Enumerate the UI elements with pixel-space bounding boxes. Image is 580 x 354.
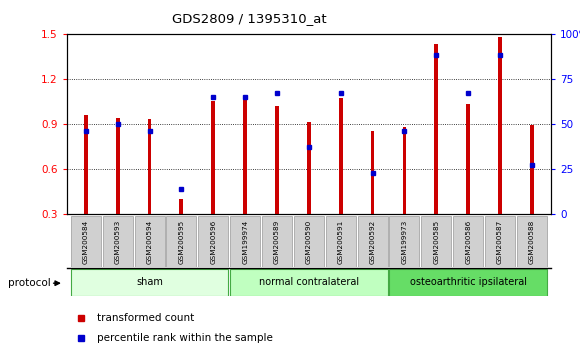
Text: GSM200587: GSM200587 (497, 219, 503, 264)
Text: GSM200592: GSM200592 (369, 219, 376, 264)
Bar (262, 216, 292, 267)
Bar (326, 216, 356, 267)
Text: GSM199973: GSM199973 (401, 219, 407, 264)
Bar (179, 199, 183, 214)
Bar (466, 104, 470, 214)
Text: sham: sham (136, 277, 163, 287)
Bar (243, 97, 247, 214)
Text: GSM200593: GSM200593 (115, 219, 121, 264)
Bar (148, 119, 151, 214)
Text: GSM200594: GSM200594 (147, 219, 153, 264)
Bar (453, 216, 483, 267)
Bar (116, 118, 119, 214)
Bar (498, 37, 502, 214)
Bar (198, 216, 229, 267)
Text: GSM200595: GSM200595 (179, 219, 184, 264)
Text: GSM200586: GSM200586 (465, 219, 471, 264)
Text: GSM200588: GSM200588 (529, 219, 535, 264)
Bar (166, 216, 197, 267)
Bar (230, 269, 387, 296)
Bar (230, 216, 260, 267)
Bar (84, 115, 88, 214)
Bar (530, 125, 534, 214)
Bar (517, 216, 547, 267)
Text: GSM199974: GSM199974 (242, 219, 248, 264)
Bar (434, 44, 438, 214)
Bar (71, 216, 101, 267)
Text: percentile rank within the sample: percentile rank within the sample (97, 333, 273, 343)
Text: GSM200589: GSM200589 (274, 219, 280, 264)
Text: protocol: protocol (8, 278, 50, 288)
Text: GSM200590: GSM200590 (306, 219, 312, 264)
Bar (294, 216, 324, 267)
Bar (358, 216, 387, 267)
Bar (339, 98, 343, 214)
Text: normal contralateral: normal contralateral (259, 277, 359, 287)
Bar (421, 216, 451, 267)
Text: GSM200596: GSM200596 (211, 219, 216, 264)
Bar (135, 216, 165, 267)
Bar (389, 216, 419, 267)
Bar (403, 127, 407, 214)
Bar (71, 269, 229, 296)
Bar (103, 216, 133, 267)
Bar (485, 216, 515, 267)
Text: GSM200591: GSM200591 (338, 219, 344, 264)
Text: GSM200585: GSM200585 (433, 219, 439, 264)
Bar (275, 106, 279, 214)
Text: GSM200584: GSM200584 (83, 219, 89, 264)
Text: transformed count: transformed count (97, 313, 194, 322)
Bar (389, 269, 547, 296)
Text: osteoarthritic ipsilateral: osteoarthritic ipsilateral (409, 277, 527, 287)
Bar (371, 131, 375, 214)
Text: GDS2809 / 1395310_at: GDS2809 / 1395310_at (172, 12, 327, 25)
Bar (211, 101, 215, 214)
Bar (307, 122, 311, 214)
